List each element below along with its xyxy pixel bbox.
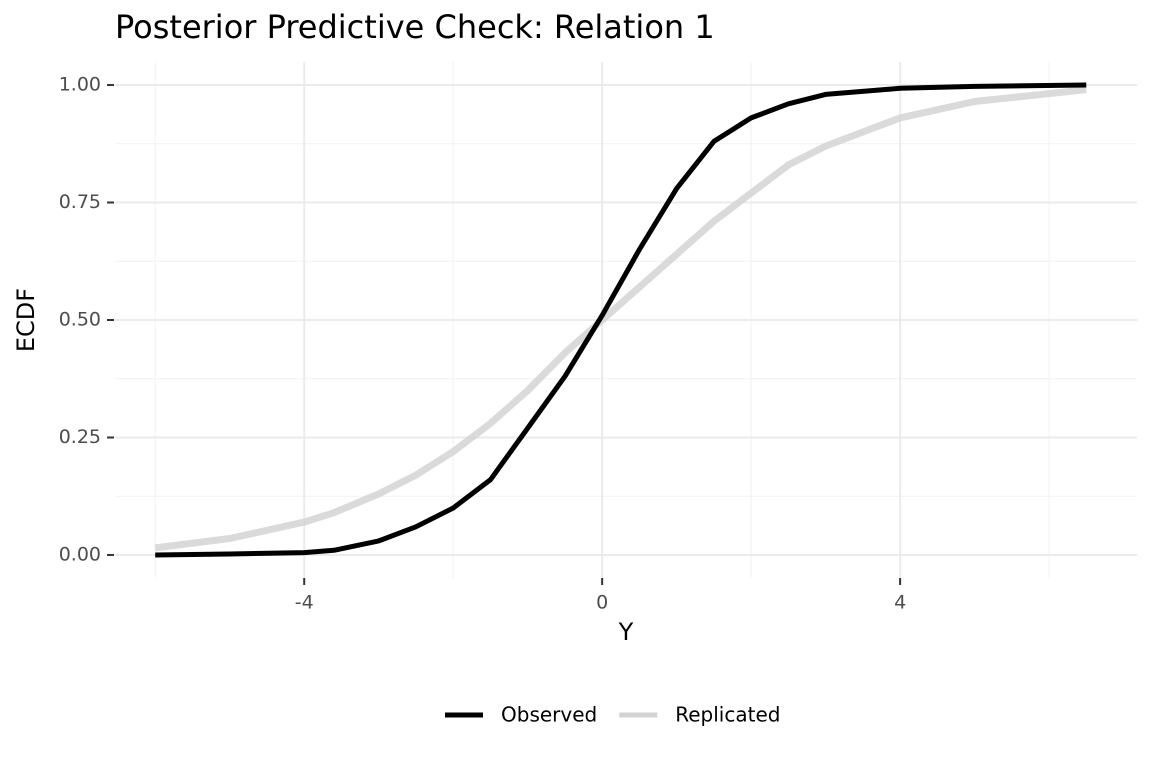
y-tick-label: 0.50 — [59, 309, 101, 331]
y-axis-label: ECDF — [12, 288, 40, 352]
series-line — [155, 82, 1087, 558]
series-line — [154, 86, 1087, 552]
chart-title: Posterior Predictive Check: Relation 1 — [115, 8, 715, 46]
x-tick-label: 0 — [596, 592, 608, 614]
y-tick-label: 0.75 — [59, 191, 101, 213]
y-tick-label: 0.25 — [59, 426, 101, 448]
x-tick-label: -4 — [295, 592, 314, 614]
y-tick-label: 0.00 — [59, 543, 101, 565]
legend-label: Replicated — [675, 703, 780, 727]
x-tick-label: 4 — [894, 592, 906, 614]
x-axis-label: Y — [618, 618, 634, 646]
legend-label: Observed — [501, 703, 597, 727]
y-tick-label: 1.00 — [59, 74, 101, 96]
